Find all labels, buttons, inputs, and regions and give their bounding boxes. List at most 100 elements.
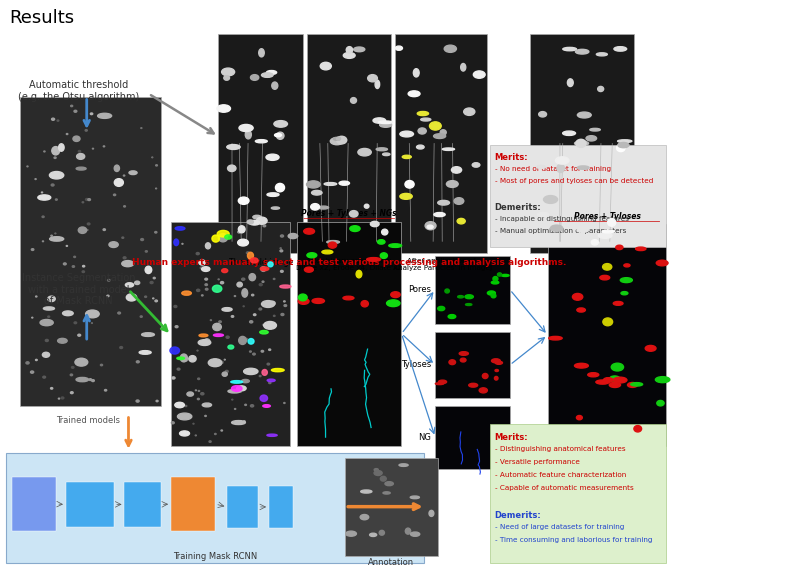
Ellipse shape [391,292,399,298]
Ellipse shape [463,108,474,115]
Ellipse shape [599,275,609,280]
Ellipse shape [442,148,454,151]
Circle shape [54,157,56,158]
Ellipse shape [429,122,440,130]
Text: Threshold image: Threshold image [229,258,292,268]
Ellipse shape [249,274,255,281]
FancyBboxPatch shape [489,145,666,247]
Text: - Versatile performance: - Versatile performance [494,459,579,465]
Circle shape [153,277,155,279]
Ellipse shape [311,190,322,195]
Text: Instance Segmentation
with a trained model
of Mask RCNN: Instance Segmentation with a trained mod… [22,273,136,306]
Ellipse shape [495,361,502,364]
Circle shape [51,235,52,236]
Ellipse shape [424,222,435,230]
Ellipse shape [201,267,209,272]
Ellipse shape [610,363,623,371]
Ellipse shape [298,298,309,304]
Circle shape [51,184,54,186]
FancyBboxPatch shape [218,34,302,253]
Ellipse shape [38,195,51,200]
Circle shape [259,283,262,286]
Circle shape [221,282,224,284]
Ellipse shape [420,118,431,121]
Text: Merits:: Merits: [494,153,528,162]
Ellipse shape [451,166,461,173]
Circle shape [74,322,76,324]
Ellipse shape [231,420,245,424]
Ellipse shape [349,211,358,217]
Ellipse shape [243,368,257,374]
Ellipse shape [263,321,276,329]
Ellipse shape [187,392,193,396]
Ellipse shape [227,165,236,172]
Ellipse shape [576,308,585,312]
Ellipse shape [615,245,622,249]
Circle shape [30,371,34,373]
Ellipse shape [330,137,343,145]
Circle shape [253,353,255,355]
Ellipse shape [221,308,232,311]
Ellipse shape [416,145,423,149]
Ellipse shape [644,345,655,351]
Ellipse shape [259,331,268,334]
Circle shape [198,390,200,391]
Text: Training Mask RCNN: Training Mask RCNN [173,552,257,561]
Ellipse shape [237,239,248,246]
Ellipse shape [453,198,464,204]
Ellipse shape [199,334,208,337]
Ellipse shape [602,264,611,270]
Ellipse shape [256,217,267,224]
FancyBboxPatch shape [124,482,160,527]
Text: Human experts manually select and test various processing and analysis algorithm: Human experts manually select and test v… [132,258,565,268]
Ellipse shape [180,354,187,362]
Ellipse shape [198,340,210,345]
Circle shape [283,301,285,302]
Ellipse shape [312,298,324,303]
Circle shape [221,430,222,431]
Circle shape [232,399,233,400]
Circle shape [220,361,223,364]
Ellipse shape [548,336,561,340]
Ellipse shape [491,294,496,298]
Ellipse shape [324,182,336,185]
Circle shape [79,151,80,152]
Ellipse shape [609,382,620,387]
Ellipse shape [188,356,196,362]
Circle shape [264,304,266,306]
Circle shape [42,192,43,193]
Ellipse shape [276,132,284,139]
FancyBboxPatch shape [395,34,487,253]
Circle shape [103,146,104,147]
Circle shape [196,350,198,351]
FancyBboxPatch shape [345,458,437,556]
Ellipse shape [63,311,73,316]
Circle shape [118,312,120,314]
Ellipse shape [346,47,352,53]
Text: - Distinguishing anatomical features: - Distinguishing anatomical features [494,446,625,452]
Ellipse shape [459,352,468,356]
Ellipse shape [618,143,628,148]
Ellipse shape [145,266,152,274]
Circle shape [155,300,157,302]
Text: Annotation: Annotation [368,558,414,567]
Ellipse shape [346,531,356,536]
Ellipse shape [576,415,581,420]
Ellipse shape [572,294,582,300]
Ellipse shape [602,318,612,326]
Circle shape [200,267,203,269]
Circle shape [267,363,269,365]
Ellipse shape [350,225,359,232]
Text: Automatic threshold
(e.g. the Otsu algorithm): Automatic threshold (e.g. the Otsu algor… [18,80,139,102]
Circle shape [26,362,29,364]
Ellipse shape [386,300,399,307]
Ellipse shape [428,511,433,516]
Ellipse shape [258,49,264,57]
Text: Pores: Pores [407,285,431,294]
Ellipse shape [536,165,545,168]
FancyBboxPatch shape [12,477,56,531]
Circle shape [261,281,264,282]
Ellipse shape [626,382,637,387]
Ellipse shape [175,402,184,408]
Ellipse shape [350,98,356,103]
